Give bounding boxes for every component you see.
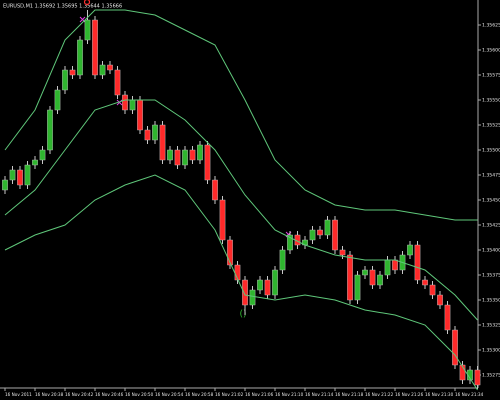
x-tick-label: 16 Nov 21:14	[305, 392, 334, 397]
candle-body	[347, 254, 353, 301]
x-tick-label: 16 Nov 21:02	[215, 392, 244, 397]
candle-body	[204, 144, 211, 181]
candle-body	[257, 279, 263, 291]
candle-body	[242, 279, 248, 306]
candle-body	[317, 229, 323, 236]
candle-body	[384, 259, 391, 276]
candle-body	[92, 19, 98, 76]
y-tick-label: 1.35450	[482, 198, 500, 204]
bollinger-band	[4, 99, 478, 321]
candle-body	[174, 149, 181, 166]
y-tick-label: 1.35275	[482, 373, 500, 379]
candle-body	[47, 109, 53, 151]
candle-body	[309, 229, 316, 241]
candle-body	[459, 364, 466, 381]
candle-body	[129, 99, 136, 111]
signal-marker	[83, 0, 91, 6]
candle-body	[159, 124, 166, 161]
candle-body	[144, 129, 151, 141]
candle-body	[137, 99, 143, 131]
candle-body	[54, 89, 61, 111]
candle-body	[354, 274, 361, 301]
candle-body	[2, 179, 8, 191]
candle-body	[122, 94, 128, 111]
y-tick-label: 1.35425	[482, 223, 500, 229]
candle-body	[77, 39, 83, 76]
candle-body	[332, 219, 338, 251]
candle-body	[62, 69, 68, 91]
candle-body	[249, 289, 256, 306]
y-tick-label: 1.35550	[482, 98, 500, 104]
x-tick-label: 16 Nov 20:38	[35, 392, 64, 397]
candle-body	[392, 259, 398, 271]
candle-body	[452, 329, 458, 366]
bollinger-band	[4, 174, 478, 391]
candle-body	[212, 179, 218, 201]
candle-body	[279, 249, 286, 271]
x-tick-label: 16 Nov 21:10	[275, 392, 304, 397]
x-tick-label: 16 Nov 21:26	[395, 392, 424, 397]
x-tick-label: 16 Nov 20:42	[65, 392, 94, 397]
x-tick-label: 16 Nov 20:58	[185, 392, 214, 397]
x-tick-label: 16 Nov 21:22	[365, 392, 394, 397]
candle-body	[152, 124, 158, 141]
candle-body	[219, 199, 226, 241]
candle-body	[324, 219, 331, 236]
candle-body	[474, 369, 481, 386]
y-tick-label: 1.35500	[482, 148, 500, 154]
y-tick-label: 1.35300	[482, 348, 500, 354]
candle-body	[227, 239, 233, 266]
y-tick-label: 1.35475	[482, 173, 500, 179]
candle-body	[17, 169, 23, 186]
candle-body	[272, 269, 278, 296]
candle-body	[39, 149, 46, 161]
x-tick-label: 16 Nov 20:46	[95, 392, 124, 397]
candle-body	[189, 149, 196, 161]
candle-body	[369, 269, 376, 286]
candle-body	[377, 274, 383, 286]
candle-body	[9, 169, 16, 181]
candle-body	[69, 69, 76, 76]
candle-body	[32, 159, 38, 166]
candle-body	[114, 69, 121, 96]
y-tick-label: 1.35400	[482, 248, 500, 254]
x-tick-label: 16 Nov 21:34	[455, 392, 484, 397]
candle-body	[99, 64, 106, 76]
x-tick-label: 16 Nov 20:50	[125, 392, 154, 397]
candle-body	[339, 249, 346, 256]
candle-body	[422, 279, 428, 286]
y-tick-label: 1.35375	[482, 273, 500, 279]
x-tick-label: 16 Nov 21:06	[245, 392, 274, 397]
x-tick-label: 16 Nov 21:18	[335, 392, 364, 397]
chart-title: EURUSD,M1 1.35692 1.35695 1.35644 1.3566…	[3, 4, 122, 10]
candle-body	[362, 269, 368, 276]
y-tick-label: 1.35350	[482, 298, 500, 304]
candle-body	[182, 149, 188, 166]
candle-body	[197, 144, 203, 161]
candle-body	[84, 19, 91, 41]
x-tick-label: 16 Nov 2011	[5, 392, 32, 397]
candle-body	[24, 164, 31, 186]
candle-body	[444, 304, 451, 331]
candle-body	[407, 244, 413, 256]
y-tick-label: 1.35625	[482, 23, 500, 29]
x-tick-label: 16 Nov 21:30	[425, 392, 454, 397]
bollinger-band	[4, 9, 478, 221]
candle-body	[437, 294, 443, 306]
candle-body	[414, 244, 421, 281]
y-tick-label: 1.35325	[482, 323, 500, 329]
candle-body	[107, 64, 113, 71]
signal-marker: ()	[239, 310, 246, 320]
x-tick-label: 16 Nov 20:54	[155, 392, 184, 397]
candle-body	[264, 279, 271, 296]
candle-body	[429, 284, 436, 296]
candle-body	[167, 149, 173, 161]
candle-body	[287, 234, 293, 251]
y-tick-label: 1.35525	[482, 123, 500, 129]
y-tick-label: 1.35575	[482, 73, 500, 79]
y-tick-label: 1.35600	[482, 48, 500, 54]
